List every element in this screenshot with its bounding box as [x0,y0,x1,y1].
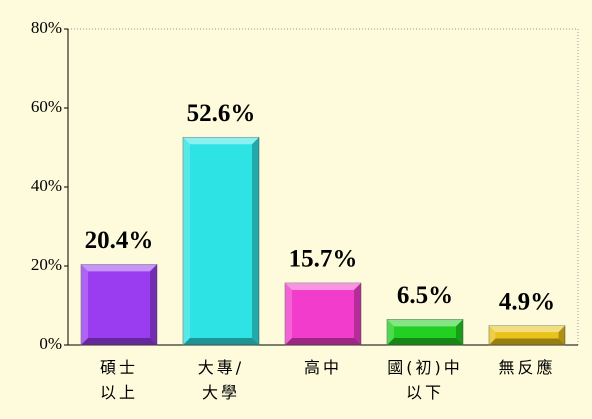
bar-bevel [183,338,259,345]
y-tick-label: 0% [39,334,62,353]
bar-bevel [252,137,259,345]
value-label: 6.5% [397,282,453,309]
bar [488,325,566,346]
bar-bevel [150,264,157,345]
value-label: 15.7% [289,246,358,273]
x-tick-label: 無反應 [498,358,556,377]
bar [386,319,464,346]
bar-bevel [387,319,394,345]
value-label: 20.4% [85,227,154,254]
bar-bevel [489,325,496,345]
bar-bevel [354,282,361,345]
bar-bevel [285,338,361,345]
x-tick-label: 國(初)中 以下 [387,358,463,402]
y-tick-label: 20% [31,255,62,274]
bar-bevel [456,319,463,345]
value-label: 4.9% [499,288,555,315]
x-tick-label: 高中 [303,358,342,377]
bar-bevel [387,338,463,345]
bar-bevel [285,282,361,290]
bar-bevel [558,325,565,345]
y-tick-label: 40% [31,176,62,195]
bar [182,136,260,346]
y-tick-label: 80% [31,18,62,37]
value-label: 52.6% [187,100,256,127]
bar-bevel [183,137,190,345]
y-tick-label: 60% [31,97,62,116]
x-tick-label: 大專/ 大學 [197,358,245,402]
bar-bevel [81,264,157,272]
bar [284,282,362,346]
bar-bevel [183,137,259,145]
bar-bevel [489,338,565,345]
bar-bevel [489,325,565,333]
bar-bevel [81,264,88,345]
x-tick-label: 碩士 以上 [99,358,138,402]
bar-bevel [285,282,292,345]
bar-bevel [81,338,157,345]
bar-bevel [387,319,463,327]
bar [80,264,158,346]
